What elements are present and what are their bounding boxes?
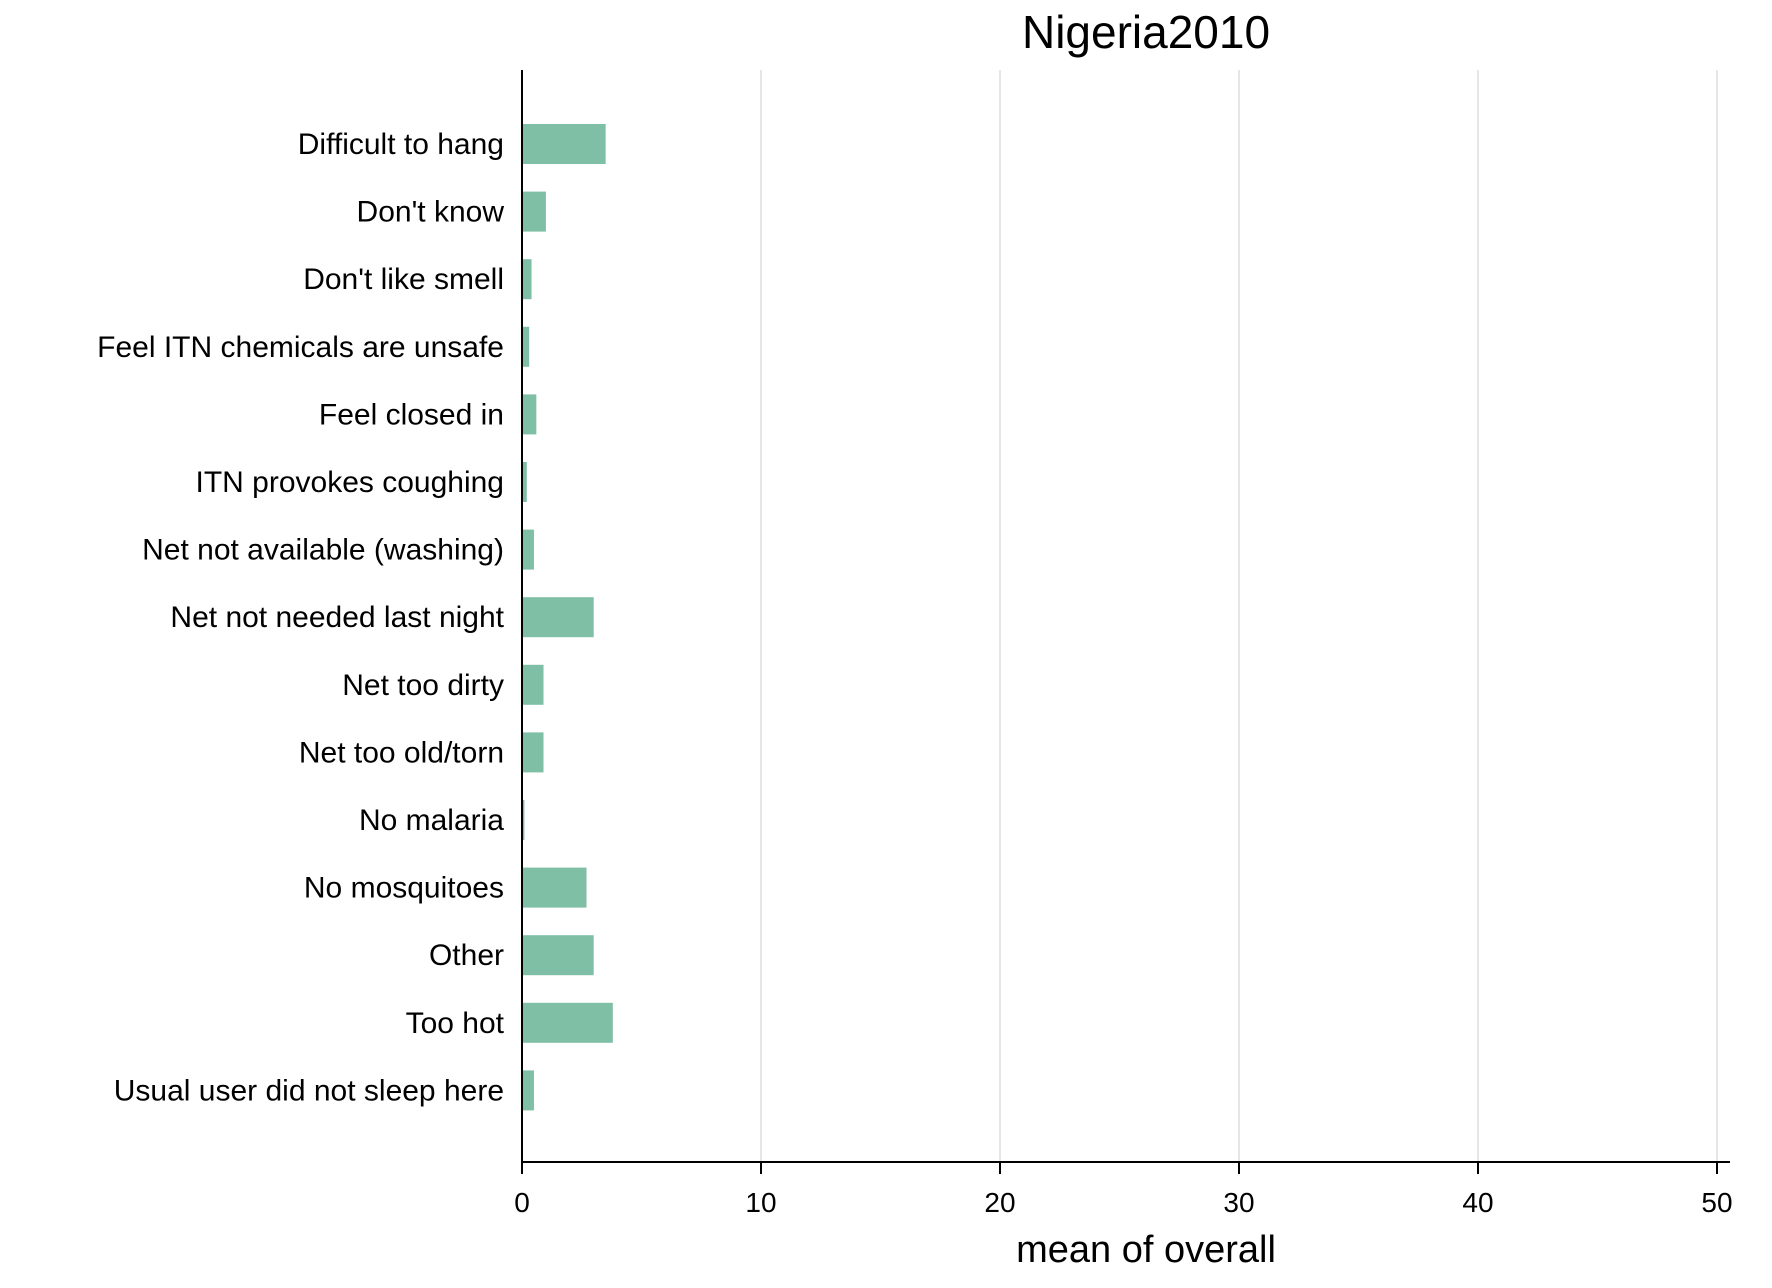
bar-8	[522, 664, 544, 705]
bar-3	[522, 326, 530, 367]
bar-10	[522, 800, 525, 840]
bar-5	[522, 462, 527, 502]
x-tick-label: 50	[1701, 1187, 1732, 1218]
category-label: Difficult to hang	[298, 128, 504, 161]
category-label: ITN provokes coughing	[196, 466, 505, 499]
x-tick-label: 10	[745, 1187, 776, 1218]
category-label: Feel ITN chemicals are unsafe	[97, 331, 504, 364]
bar-0	[522, 124, 606, 164]
bar-11	[522, 867, 587, 908]
category-labels: Difficult to hang Don't know Don't like sm…	[97, 128, 505, 1107]
bar-1	[522, 191, 546, 232]
bar-14	[522, 1070, 534, 1111]
category-label: Don't know	[357, 196, 505, 229]
x-tick-label: 40	[1462, 1187, 1493, 1218]
category-label: Net too old/torn	[299, 736, 504, 769]
axes	[521, 70, 1730, 1174]
category-label: Usual user did not sleep here	[114, 1074, 504, 1107]
bar-12	[522, 935, 594, 976]
x-axis-title: mean of overall	[1016, 1229, 1276, 1271]
bar-6	[522, 529, 534, 570]
category-label: No mosquitoes	[304, 872, 504, 905]
grid-lines	[760, 70, 1718, 1162]
x-tick-label: 30	[1223, 1187, 1254, 1218]
bar-2	[522, 259, 532, 300]
x-tick-label: 0	[514, 1187, 530, 1218]
x-tick-labels: 0 10 20 30 40 50	[514, 1187, 1732, 1218]
category-label: Net not needed last night	[170, 601, 504, 634]
category-label: Net too dirty	[342, 669, 504, 702]
category-label: Feel closed in	[319, 398, 504, 431]
chart-title: Nigeria2010	[1022, 6, 1270, 58]
bar-7	[522, 597, 594, 638]
bar-4	[522, 394, 537, 435]
category-label: Net not available (washing)	[142, 534, 504, 567]
x-tick-label: 20	[984, 1187, 1015, 1218]
category-label: Other	[429, 939, 504, 972]
category-label: Too hot	[406, 1007, 505, 1040]
category-label: No malaria	[359, 804, 504, 837]
bar-13	[522, 1002, 613, 1043]
bar-9	[522, 732, 544, 773]
category-label: Don't like smell	[303, 263, 504, 296]
bars	[522, 124, 613, 1111]
